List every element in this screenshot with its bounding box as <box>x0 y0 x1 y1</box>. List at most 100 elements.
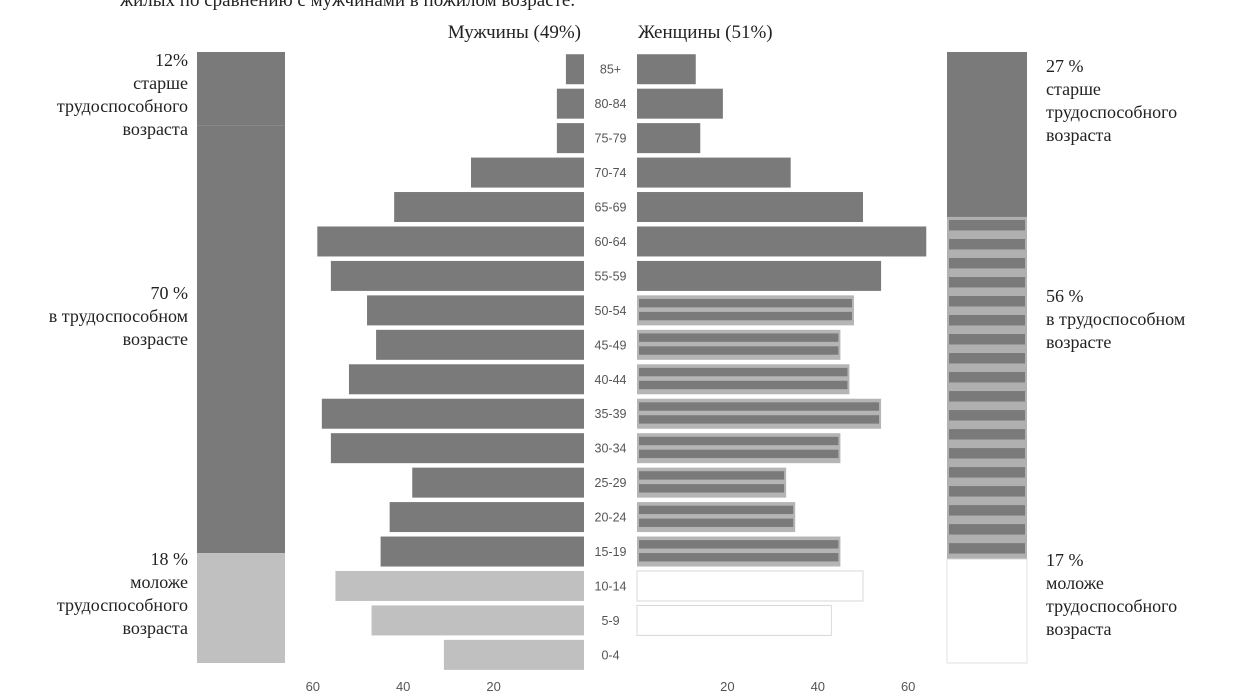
men-bar-40-44 <box>348 364 584 395</box>
age-label-0-4: 0-4 <box>601 648 619 662</box>
x-tick-left-20: 20 <box>486 679 500 693</box>
men-bar-25-29 <box>412 467 584 498</box>
right-structure-stripe-9 <box>949 391 1025 402</box>
right-structure-stripe-10 <box>949 410 1025 421</box>
left-caption-0-line-0: 12% <box>155 50 188 70</box>
age-label-15-19: 15-19 <box>595 545 627 559</box>
women-bar-10-14 <box>636 570 864 602</box>
women-bar-35-39-band-1 <box>639 415 880 424</box>
left-captions: 12% старше трудоспособного возраста 70 % в тр… <box>49 50 188 638</box>
men-bar-60-64 <box>317 226 584 257</box>
women-bar-75-79 <box>637 123 701 154</box>
age-label-40-44: 40-44 <box>595 373 627 387</box>
women-bar-40-44-band-1 <box>639 380 848 390</box>
age-label-10-14: 10-14 <box>595 579 627 593</box>
x-tick-left-60: 60 <box>306 679 320 693</box>
men-bar-10-14 <box>335 570 584 601</box>
right-structure-segment-2 <box>946 558 1028 664</box>
men-bar-20-24 <box>389 502 584 533</box>
right-caption-2-line-3: возраста <box>1046 619 1112 639</box>
men-bar-70-74 <box>471 157 584 188</box>
left-caption-2-line-2: трудоспособного <box>57 595 188 615</box>
right-structure-stripe-2 <box>949 257 1025 269</box>
right-structure-stripe-8 <box>949 372 1025 383</box>
women-bar-20-24-band-0 <box>639 505 794 515</box>
men-bar-30-34 <box>330 433 584 464</box>
women-bar-30-34-band-0 <box>639 436 839 446</box>
age-label-70-74: 70-74 <box>595 166 627 180</box>
right-structure-segment-0 <box>947 52 1027 217</box>
right-structure-stripe-16 <box>949 524 1025 535</box>
right-caption-2-line-1: моложе <box>1046 573 1104 593</box>
right-captions: 27 % старше трудоспособного возраста 56 % в т… <box>1046 56 1185 639</box>
men-bar-80-84 <box>556 88 584 119</box>
age-label-45-49: 45-49 <box>595 338 627 352</box>
men-bar-85+ <box>565 54 584 85</box>
women-bar-25-29-band-0 <box>639 471 785 480</box>
chart-title-fragment: жилых по сравнению с мужчинами в пожилом… <box>119 0 575 11</box>
legend-men: Мужчины (49%) <box>448 22 581 43</box>
women-bar-70-74 <box>637 157 791 188</box>
men-bar-35-39 <box>321 398 584 429</box>
left-caption-2-line-0: 18 % <box>151 549 189 569</box>
right-structure-stripe-13 <box>949 467 1025 478</box>
men-bar-75-79 <box>556 123 584 154</box>
men-bar-0-4 <box>443 639 584 670</box>
women-bar-20-24-band-1 <box>639 518 794 527</box>
right-caption-1-line-2: возрасте <box>1046 332 1111 352</box>
age-label-60-64: 60-64 <box>595 235 627 249</box>
right-structure-stripe-7 <box>949 353 1025 364</box>
women-bar-50-54-band-1 <box>639 311 852 321</box>
left-caption-1-line-2: возрасте <box>123 329 188 349</box>
left-structure-segment-1 <box>197 125 285 554</box>
x-tick-right-20: 20 <box>720 679 734 693</box>
right-structure-stripe-12 <box>949 448 1025 459</box>
women-bar-80-84 <box>637 88 723 119</box>
women-bars <box>636 54 927 636</box>
women-bar-60-64 <box>637 226 927 257</box>
men-bar-50-54 <box>367 295 584 326</box>
women-bar-50-54-band-0 <box>639 298 852 308</box>
left-caption-2-line-3: возраста <box>122 618 188 638</box>
right-caption-0-line-1: старше <box>1046 79 1101 99</box>
left-structure-segment-0 <box>197 52 285 126</box>
right-structure-segment-1 <box>947 216 1027 560</box>
men-bar-55-59 <box>330 260 584 291</box>
right-caption-0-line-0: 27 % <box>1046 56 1084 76</box>
women-bar-30-34-band-1 <box>639 449 839 459</box>
left-caption-1-line-1: в трудоспособном <box>49 306 188 326</box>
age-label-25-29: 25-29 <box>595 476 627 490</box>
age-label-5-9: 5-9 <box>601 614 619 628</box>
left-caption-0-line-3: возраста <box>122 119 188 139</box>
right-structure-stripe-15 <box>949 505 1025 516</box>
x-axis-ticks: 60 40 20 20 40 60 <box>306 679 916 693</box>
men-bar-65-69 <box>394 192 584 223</box>
age-label-85+: 85+ <box>600 63 621 77</box>
right-caption-2-line-0: 17 % <box>1046 550 1084 570</box>
men-bar-15-19 <box>380 536 584 567</box>
right-structure-stripe-3 <box>949 276 1025 288</box>
women-bar-40-44-band-0 <box>639 367 848 377</box>
age-label-50-54: 50-54 <box>595 304 627 318</box>
left-structure-bar <box>197 52 285 663</box>
age-label-75-79: 75-79 <box>595 132 627 146</box>
right-structure-stripe-0 <box>949 219 1025 231</box>
men-bar-5-9 <box>371 605 584 636</box>
age-label-65-69: 65-69 <box>595 201 627 215</box>
right-structure-stripe-6 <box>949 334 1025 345</box>
women-bar-35-39-band-0 <box>639 402 880 411</box>
legend-women: Женщины (51%) <box>638 22 773 43</box>
left-structure-segment-2 <box>197 553 285 663</box>
women-bar-5-9 <box>636 604 832 636</box>
right-structure-stripe-5 <box>949 315 1025 326</box>
right-caption-0-line-2: трудоспособного <box>1046 102 1177 122</box>
right-caption-2-line-2: трудоспособного <box>1046 596 1177 616</box>
right-structure-stripe-14 <box>949 486 1025 497</box>
x-tick-right-40: 40 <box>811 679 825 693</box>
age-label-80-84: 80-84 <box>595 97 627 111</box>
right-structure-bar <box>946 52 1028 664</box>
right-caption-1-line-0: 56 % <box>1046 286 1084 306</box>
left-caption-1-line-0: 70 % <box>151 283 189 303</box>
age-label-30-34: 30-34 <box>595 442 627 456</box>
left-caption-0-line-2: трудоспособного <box>57 96 188 116</box>
